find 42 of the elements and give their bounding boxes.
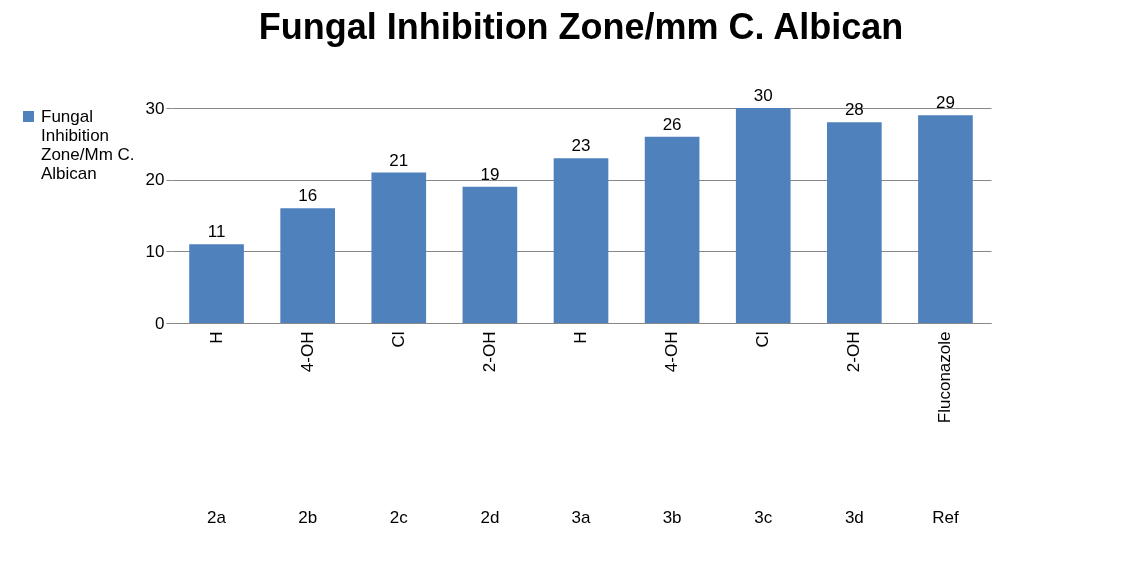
x-tick-label: H [206, 331, 226, 344]
text: 3a [571, 508, 591, 527]
bar [827, 122, 882, 323]
text: Ref [932, 508, 959, 527]
bar [280, 208, 335, 323]
x-tick-label: 4-OH [297, 331, 317, 373]
text: 3c [754, 508, 773, 527]
x-tick-label: H [571, 331, 590, 344]
y-tick-label: 10 [145, 241, 165, 261]
data-label: 26 [662, 114, 682, 134]
x-tick-label: Cl [388, 331, 408, 348]
x-tick-label: 2-OH [479, 331, 499, 373]
text: 2c [389, 508, 409, 527]
x-tick-label: 2-OH [844, 331, 864, 373]
y-tick-label: 20 [145, 170, 165, 190]
data-label: 30 [753, 86, 773, 105]
bar [553, 158, 609, 323]
y-tick-label: 0 [155, 313, 165, 333]
text: 3b [662, 508, 682, 527]
x-tick-label: 4-OH [662, 331, 682, 373]
data-label: 28 [844, 100, 864, 120]
data-label: 21 [389, 150, 409, 170]
data-label: 11 [207, 222, 226, 242]
text: 2d [480, 508, 500, 527]
y-tick-label: 30 [145, 98, 165, 118]
text: 2a [207, 508, 227, 527]
bar [189, 244, 244, 323]
data-label: 23 [571, 136, 591, 156]
legend-label: Fungal Inhibition Zone/Mm C. Albican [41, 106, 135, 183]
chart-title: Fungal Inhibition Zone/mm C. Albican [258, 6, 904, 47]
bar [462, 186, 518, 323]
bar [918, 115, 973, 323]
x-tick-label: Cl [753, 331, 773, 348]
data-label: 16 [298, 186, 318, 206]
text: 2b [298, 508, 318, 527]
x-tick-label: Fluconazole [935, 331, 955, 424]
data-label: 19 [480, 164, 500, 184]
bar [371, 172, 427, 323]
bar [735, 108, 791, 323]
text: 3d [844, 508, 864, 527]
bar [644, 136, 700, 323]
data-label: 29 [935, 93, 955, 113]
